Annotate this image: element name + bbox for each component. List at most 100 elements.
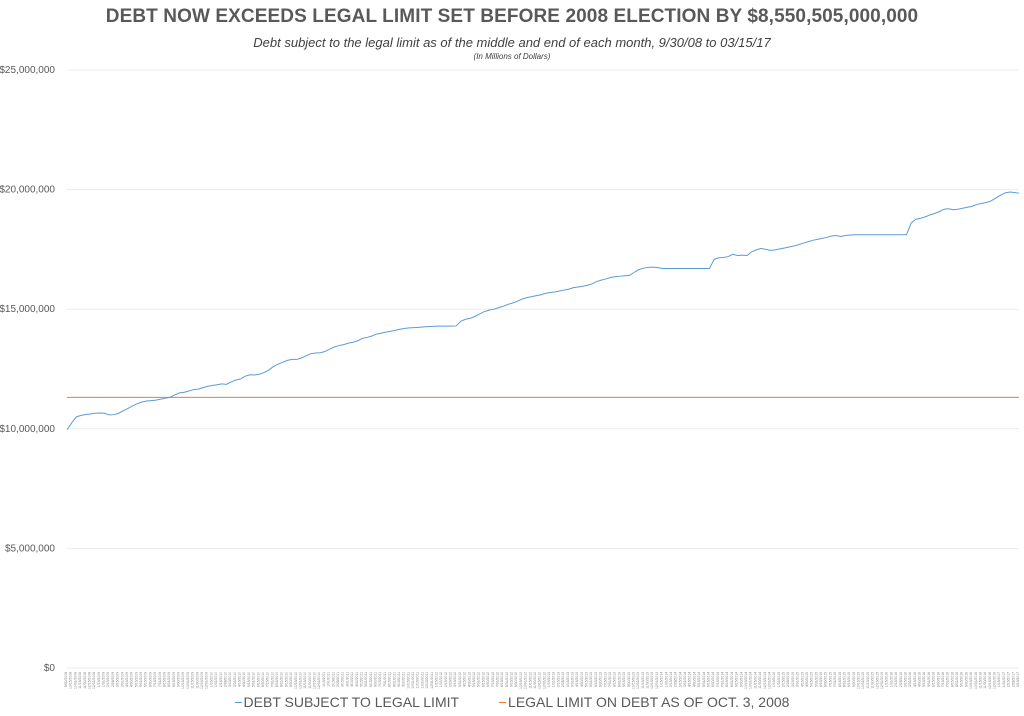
legend-label-limit: LEGAL LIMIT ON DEBT AS OF OCT. 3, 2008 (508, 694, 790, 710)
x-tick-label: 10/15/2013 (631, 672, 635, 689)
x-tick-label: 10/31/2013 (636, 672, 640, 689)
x-tick-label: 2/15/2012 (444, 672, 448, 687)
x-tick-label: 9/30/2008 (64, 672, 68, 687)
x-tick-label: 12/31/2016 (993, 672, 997, 689)
x-tick-label: 5/31/2016 (927, 672, 931, 687)
x-tick-label: 7/15/2014 (716, 672, 720, 687)
x-tick-label: 3/31/2015 (796, 672, 800, 687)
x-tick-label: 10/15/2015 (857, 672, 861, 689)
x-tick-label: 12/15/2013 (650, 672, 654, 689)
x-tick-label: 2/15/2010 (219, 672, 223, 687)
x-tick-label: 11/15/2016 (978, 672, 982, 689)
x-tick-label: 2/15/2013 (556, 672, 560, 687)
x-tick-label: 1/31/2013 (552, 672, 556, 687)
x-tick-label: 5/31/2014 (702, 672, 706, 687)
x-tick-label: 2/15/2017 (1007, 672, 1011, 687)
x-tick-label: 8/31/2010 (280, 672, 284, 687)
x-tick-label: 9/30/2013 (627, 672, 631, 687)
x-tick-label: 1/15/2016 (885, 672, 889, 687)
x-tick-label: 12/31/2011 (430, 672, 434, 689)
x-tick-label: 1/15/2015 (772, 672, 776, 687)
x-tick-label: 10/31/2008 (73, 672, 77, 689)
x-tick-label: 8/15/2015 (838, 672, 842, 687)
x-tick-label: 2/28/2017 (1011, 672, 1015, 687)
x-tick-label: 7/31/2010 (270, 672, 274, 687)
x-tick-label: 5/15/2012 (472, 672, 476, 687)
x-tick-label: 9/30/2009 (177, 672, 181, 687)
x-tick-label: 8/15/2016 (950, 672, 954, 687)
x-tick-label: 10/15/2011 (406, 672, 410, 689)
x-tick-label: 10/15/2008 (69, 672, 73, 689)
x-tick-label: 12/15/2008 (87, 672, 91, 689)
x-tick-label: 11/30/2013 (646, 672, 650, 689)
chart-title: DEBT NOW EXCEEDS LEGAL LIMIT SET BEFORE … (105, 6, 919, 27)
x-tick-label: 5/15/2010 (247, 672, 251, 687)
x-tick-label: 12/31/2010 (317, 672, 321, 689)
x-tick-label: 7/31/2011 (383, 672, 387, 687)
x-tick-label: 3/31/2016 (908, 672, 912, 687)
x-tick-label: 12/15/2014 (763, 672, 767, 689)
x-tick-label: 3/15/2010 (228, 672, 232, 687)
x-tick-label: 11/15/2011 (416, 672, 420, 689)
x-tick-label: 7/15/2010 (266, 672, 270, 687)
x-tick-label: 12/31/2008 (92, 672, 96, 689)
x-tick-label: 11/30/2012 (533, 672, 537, 689)
x-tick-label: 8/15/2011 (388, 672, 392, 687)
x-tick-label: 11/15/2014 (753, 672, 757, 689)
x-tick-label: 10/15/2009 (181, 672, 185, 689)
x-tick-label: 5/31/2013 (589, 672, 593, 687)
x-tick-label: 7/15/2013 (603, 672, 607, 687)
x-tick-label: 4/30/2015 (805, 672, 809, 687)
legend-item-debt: DEBT SUBJECT TO LEGAL LIMIT (234, 694, 459, 710)
x-tick-label: 8/15/2013 (613, 672, 617, 687)
x-tick-label: 10/31/2011 (411, 672, 415, 689)
y-tick-label: $10,000,000 (0, 424, 55, 435)
x-tick-label: 6/30/2014 (711, 672, 715, 687)
x-tick-label: 8/31/2012 (505, 672, 509, 687)
x-tick-label: 5/31/2009 (139, 672, 143, 687)
x-tick-label: 4/15/2011 (350, 672, 354, 687)
x-tick-label: 9/15/2015 (847, 672, 851, 687)
x-tick-label: 12/15/2010 (313, 672, 317, 689)
x-tick-label: 2/15/2016 (894, 672, 898, 687)
x-tick-label: 4/15/2010 (238, 672, 242, 687)
x-tick-label: 8/31/2013 (617, 672, 621, 687)
x-tick-label: 2/15/2011 (331, 672, 335, 687)
x-tick-label: 1/31/2017 (1002, 672, 1006, 687)
x-tick-label: 12/31/2012 (542, 672, 546, 689)
legend-swatch-debt (234, 701, 242, 703)
x-tick-label: 3/31/2010 (233, 672, 237, 687)
x-tick-label: 3/15/2009 (116, 672, 120, 687)
x-tick-label: 12/15/2009 (200, 672, 204, 689)
x-tick-label: 5/31/2011 (364, 672, 368, 687)
y-tick-label: $15,000,000 (0, 304, 55, 315)
x-tick-label: 7/31/2013 (608, 672, 612, 687)
x-tick-label: 12/31/2013 (655, 672, 659, 689)
x-tick-label: 10/31/2015 (861, 672, 865, 689)
x-tick-label: 2/29/2016 (899, 672, 903, 687)
x-tick-label: 12/15/2011 (425, 672, 429, 689)
x-tick-label: 9/30/2016 (964, 672, 968, 687)
x-tick-label: 10/15/2016 (969, 672, 973, 689)
x-tick-label: 5/15/2015 (810, 672, 814, 687)
x-tick-label: 8/15/2014 (725, 672, 729, 687)
x-tick-label: 11/30/2011 (420, 672, 424, 689)
x-tick-label: 6/30/2013 (599, 672, 603, 687)
x-tick-label: 6/15/2014 (706, 672, 710, 687)
x-tick-label: 7/31/2014 (721, 672, 725, 687)
x-tick-label: 9/30/2010 (289, 672, 293, 687)
x-tick-label: 11/15/2015 (866, 672, 870, 689)
x-tick-label: 11/30/2010 (308, 672, 312, 689)
x-tick-label: 2/28/2014 (674, 672, 678, 687)
x-tick-label: 9/15/2014 (735, 672, 739, 687)
x-tick-label: 9/15/2009 (172, 672, 176, 687)
x-tick-label: 11/30/2015 (871, 672, 875, 689)
x-tick-label: 6/30/2010 (261, 672, 265, 687)
x-tick-label: 1/15/2013 (547, 672, 551, 687)
x-tick-label: 3/31/2013 (570, 672, 574, 687)
x-tick-label: 3/15/2011 (341, 672, 345, 687)
x-tick-label: 12/31/2014 (767, 672, 771, 689)
legend-item-limit: LEGAL LIMIT ON DEBT AS OF OCT. 3, 2008 (499, 694, 789, 710)
x-tick-label: 5/15/2009 (134, 672, 138, 687)
x-tick-label: 6/30/2011 (374, 672, 378, 687)
